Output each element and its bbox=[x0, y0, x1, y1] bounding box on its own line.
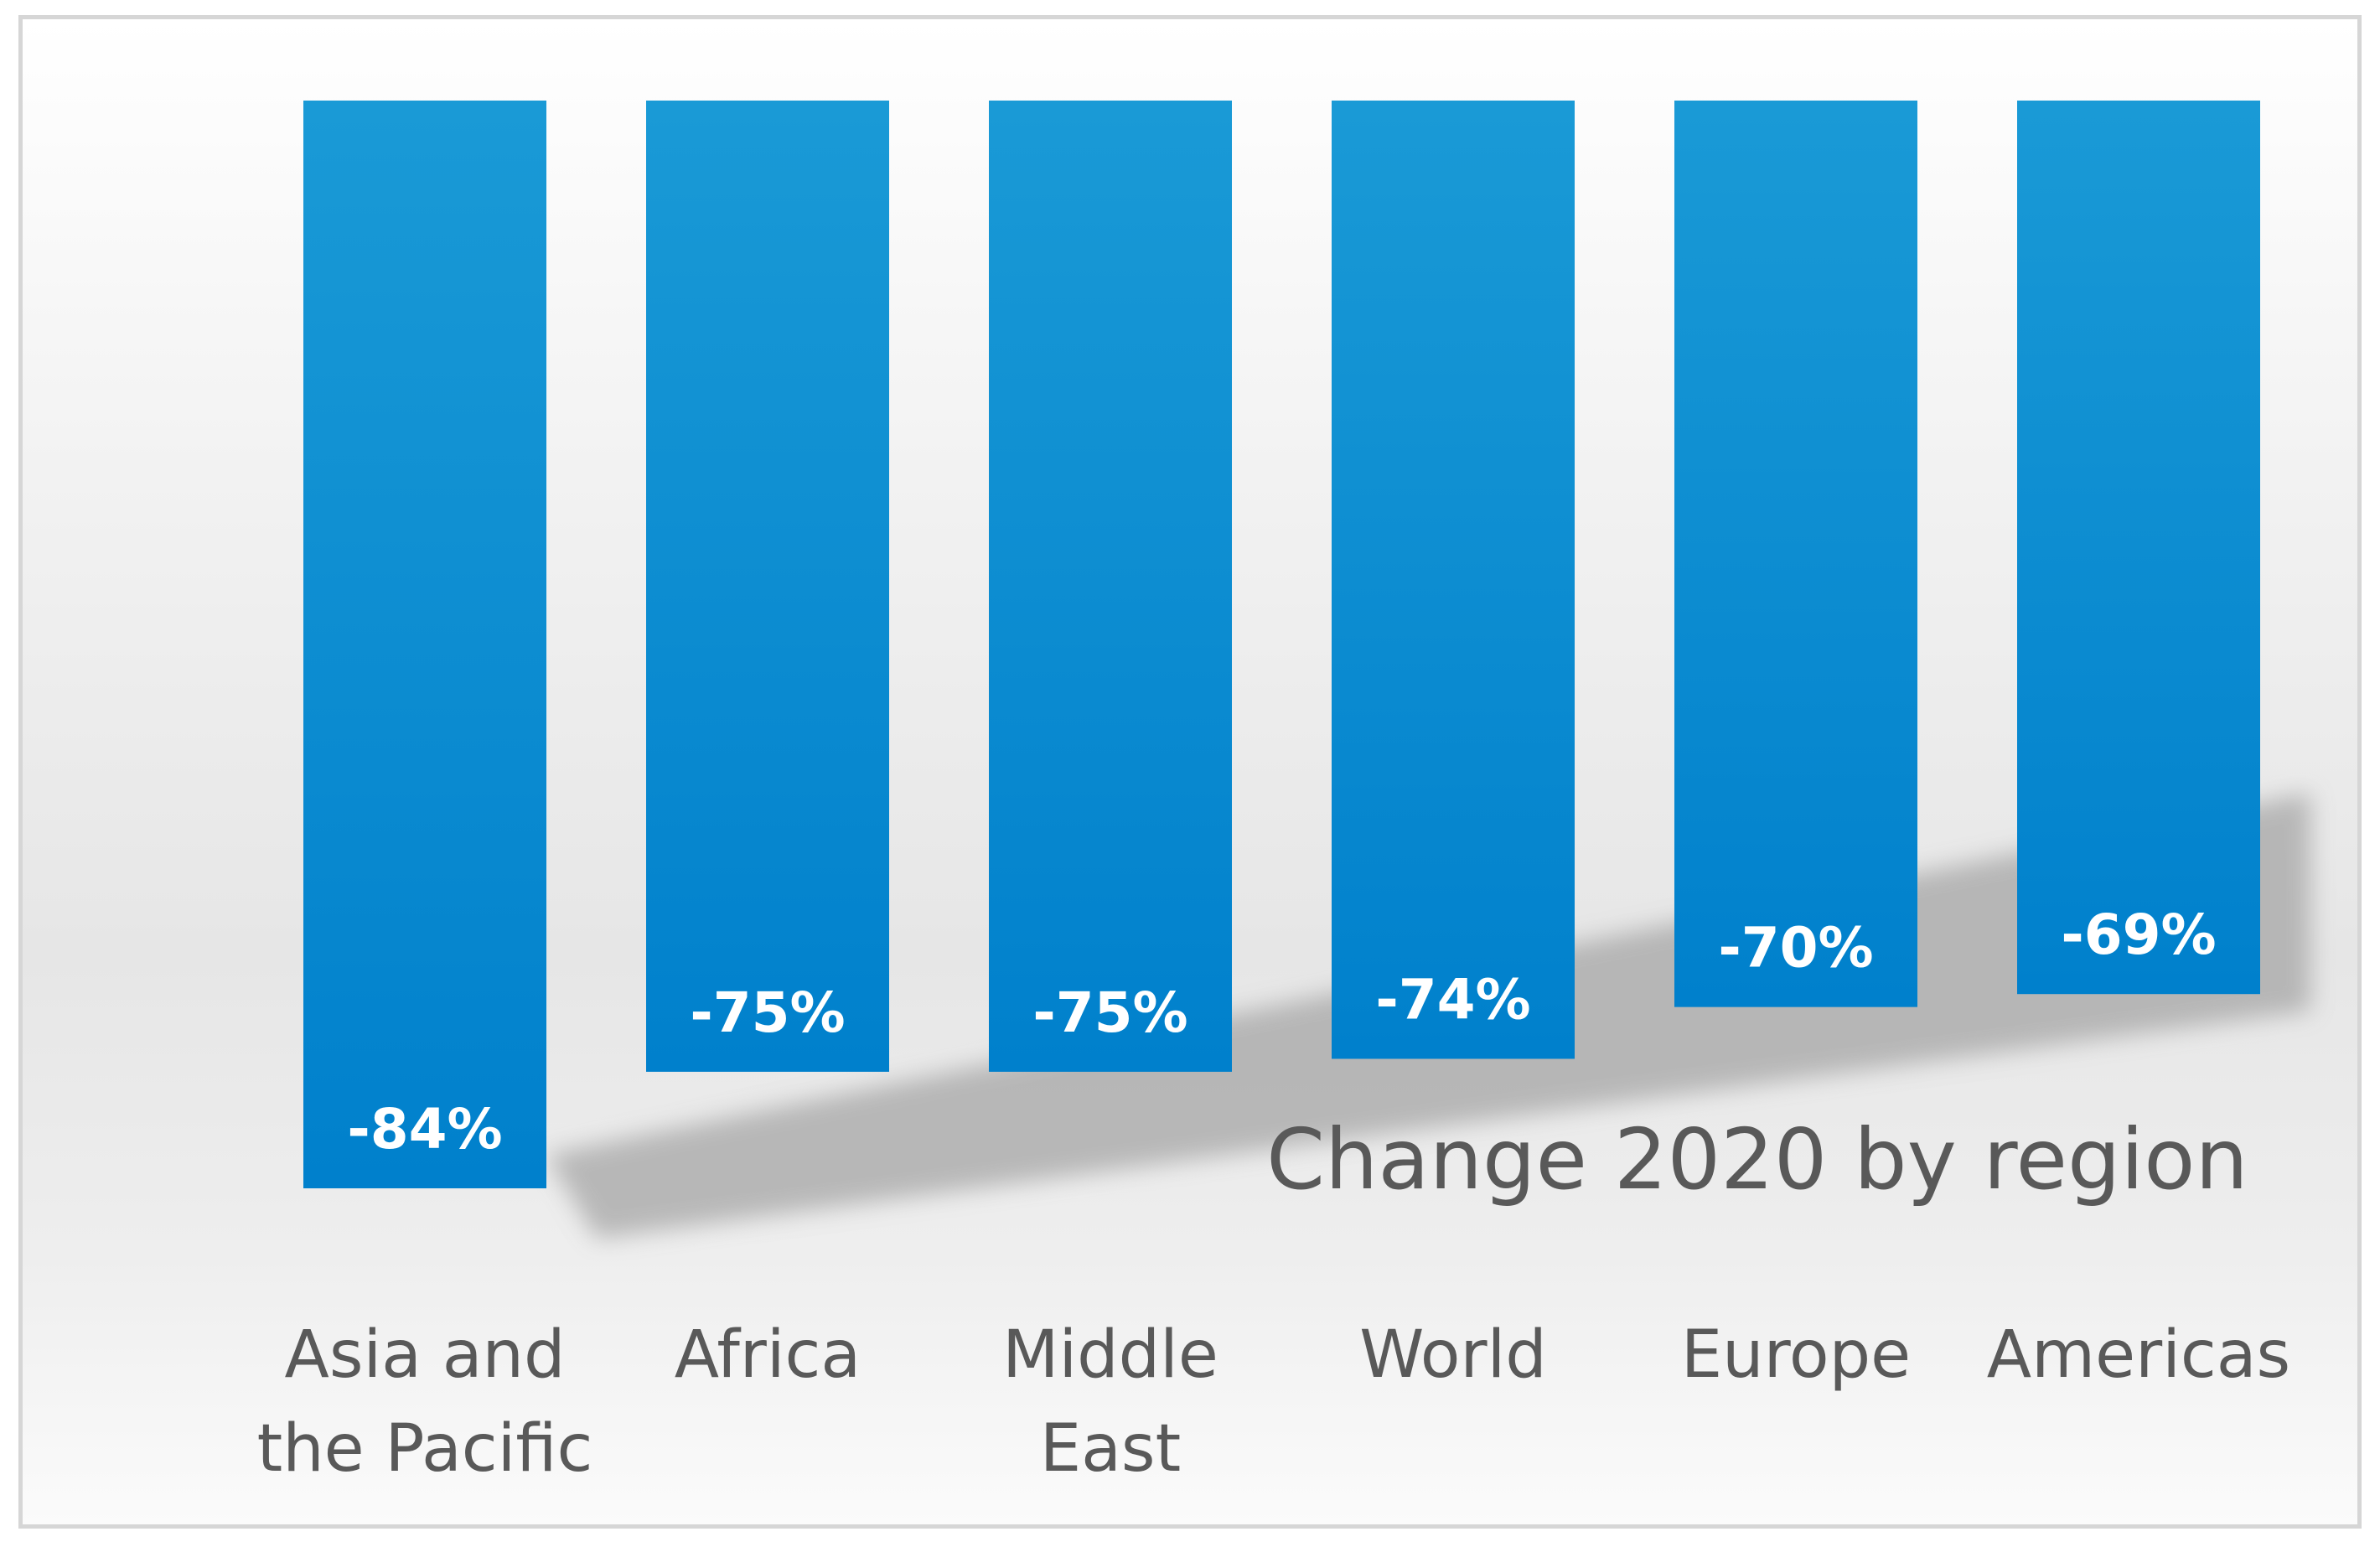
category-label-0: Asia and the Pacific bbox=[257, 1317, 593, 1487]
bar-5 bbox=[2017, 101, 2260, 995]
data-label-1: -75% bbox=[690, 980, 845, 1045]
category-label-5: Americas bbox=[1987, 1317, 2290, 1393]
data-label-3: -74% bbox=[1375, 967, 1530, 1032]
bar-0 bbox=[303, 101, 546, 1188]
category-label-4: Europe bbox=[1681, 1317, 1911, 1393]
category-label-1: Africa bbox=[675, 1317, 861, 1393]
chart-canvas: -84% -75% -75% -74% -70% -69% Asia and the Pac… bbox=[257, 101, 2310, 1487]
category-labels-layer: Asia and the Pacific Africa Middle East World… bbox=[257, 1317, 2291, 1487]
category-label-3: World bbox=[1359, 1317, 1547, 1393]
bar-3 bbox=[1332, 101, 1575, 1059]
bar-4 bbox=[1674, 101, 1917, 1007]
data-labels-layer: -84% -75% -75% -74% -70% -69% bbox=[347, 903, 2216, 1162]
chart-title: Change 2020 by region bbox=[1266, 1110, 2248, 1208]
chart-frame: -84% -75% -75% -74% -70% -69% Asia and the Pac… bbox=[18, 15, 2362, 1529]
category-label-2: Middle East bbox=[1002, 1317, 1218, 1487]
data-label-4: -70% bbox=[1718, 916, 1873, 980]
bars-layer bbox=[303, 101, 2260, 1188]
data-label-5: -69% bbox=[2061, 903, 2216, 967]
bar-1 bbox=[646, 101, 889, 1072]
bar-2 bbox=[989, 101, 1232, 1072]
data-label-2: -75% bbox=[1032, 980, 1187, 1045]
data-label-0: -84% bbox=[347, 1097, 502, 1162]
